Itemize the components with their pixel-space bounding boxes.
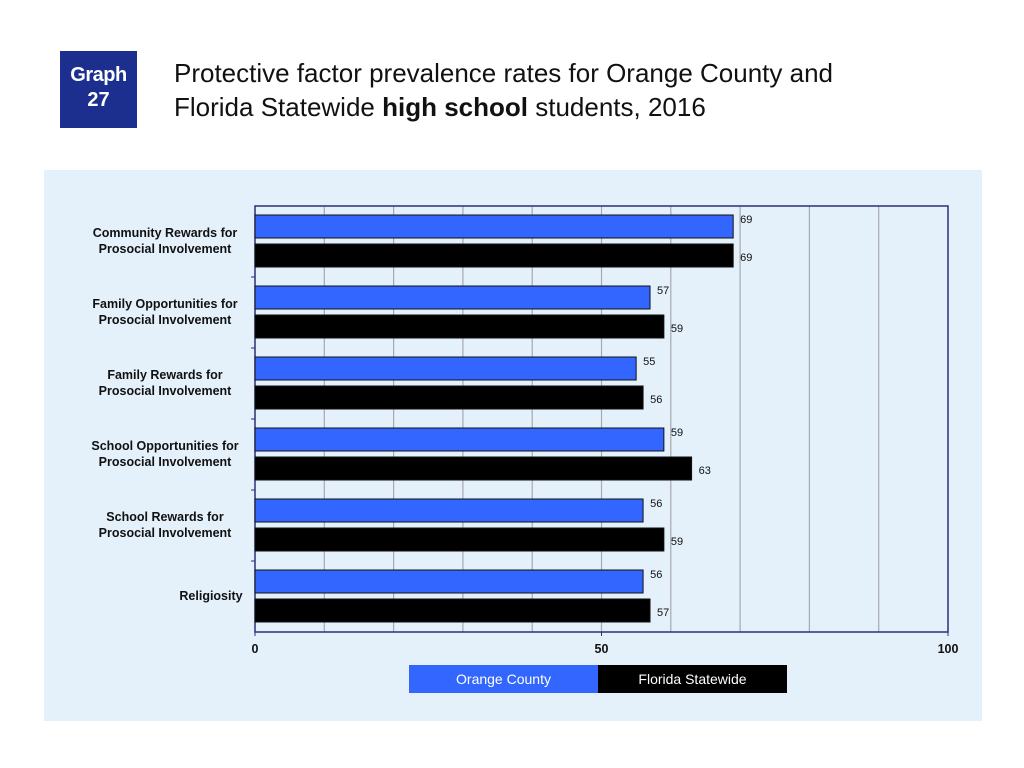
x-tick-label: 50: [595, 642, 609, 656]
category-label: Family Rewards for Prosocial Involvement: [99, 368, 233, 398]
category-label-line: Family Opportunities for: [92, 297, 237, 311]
category-label-line: Prosocial Involvement: [99, 455, 233, 469]
data-label: 57: [657, 285, 669, 297]
category-label: Community Rewards for Prosocial Involveme…: [93, 226, 238, 256]
bar: [254, 427, 665, 452]
data-label: 56: [650, 569, 662, 581]
category-label-line: Family Rewards for: [107, 368, 222, 382]
bar: [254, 385, 644, 410]
bar: [254, 569, 644, 594]
category-label: Family Opportunities for Prosocial Involv…: [92, 297, 237, 327]
category-label-line: Prosocial Involvement: [99, 526, 233, 540]
category-label-line: School Opportunities for: [91, 439, 238, 453]
category-label-line: Prosocial Involvement: [99, 313, 233, 327]
x-tick-label: 0: [252, 642, 259, 656]
x-tick-label: 100: [938, 642, 959, 656]
graph-badge: Graph 27: [60, 51, 137, 128]
legend-florida-statewide: Florida Statewide: [598, 665, 787, 693]
data-label: 56: [650, 498, 662, 510]
title-bold: high school: [382, 92, 528, 122]
chart-title: Protective factor prevalence rates for O…: [174, 56, 934, 124]
bar: [254, 314, 665, 339]
data-label: 69: [740, 214, 752, 226]
bar: [254, 527, 665, 552]
data-label: 63: [699, 465, 711, 477]
badge-label: Graph: [70, 64, 127, 86]
bar: [254, 214, 734, 239]
category-label: School Rewards for Prosocial Involvement: [99, 510, 233, 540]
bar: [254, 498, 644, 523]
data-label: 59: [671, 427, 683, 439]
data-label: 57: [657, 607, 669, 619]
legend: Orange County Florida Statewide: [409, 665, 787, 693]
bar: [254, 598, 651, 623]
title-line2-start: Florida Statewide: [174, 92, 383, 122]
data-label: 59: [671, 536, 683, 548]
bar: [254, 285, 651, 310]
bar: [254, 243, 734, 268]
legend-orange-county: Orange County: [409, 665, 598, 693]
bar: [254, 356, 637, 381]
category-label-line: Prosocial Involvement: [99, 242, 233, 256]
data-label: 56: [650, 394, 662, 406]
data-label: 55: [643, 356, 655, 368]
category-label-line: Religiosity: [179, 589, 242, 603]
category-label: School Opportunities for Prosocial Involv…: [91, 439, 238, 469]
title-line2-end: students, 2016: [528, 92, 706, 122]
title-line1: Protective factor prevalence rates for O…: [174, 58, 834, 88]
category-label: Religiosity: [179, 589, 242, 603]
data-label: 69: [740, 252, 752, 264]
bar: [254, 456, 693, 481]
badge-number: 27: [87, 89, 110, 111]
data-label: 59: [671, 323, 683, 335]
category-label-line: School Rewards for: [106, 510, 224, 524]
category-label-line: Community Rewards for: [93, 226, 238, 240]
category-label-line: Prosocial Involvement: [99, 384, 233, 398]
